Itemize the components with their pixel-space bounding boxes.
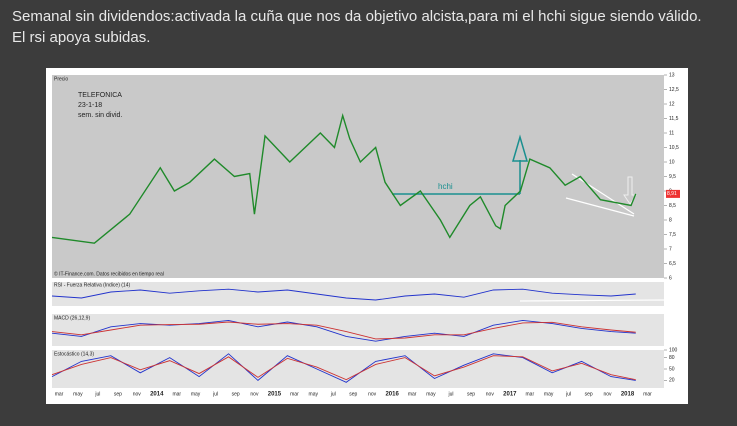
- x-tick-label: nov: [486, 391, 495, 397]
- y-tick-label: 100: [669, 347, 678, 353]
- annotation: 23-1-18: [78, 102, 102, 109]
- panel-title: MACD (26,12,9): [54, 315, 90, 321]
- rsi-trendline: [519, 299, 665, 302]
- y-tick-label: 20: [669, 378, 675, 384]
- x-tick-label: 2016: [385, 392, 399, 398]
- series-line: [51, 353, 636, 383]
- last-price-tag: [666, 189, 680, 198]
- wedge-line: [565, 197, 635, 217]
- panel-title: Estocástico (14,3): [54, 351, 94, 357]
- series-line: [51, 113, 637, 244]
- panel-title: RSI - Fuerza Relativa (Indice) (14): [54, 282, 130, 288]
- post-text: El rsi apoya subidas.: [12, 29, 151, 46]
- x-tick-label: may: [73, 391, 83, 397]
- x-tick-label: jul: [212, 391, 218, 397]
- x-tick-label: may: [191, 391, 201, 397]
- macd-panel: [52, 314, 664, 346]
- annotation: TELEFONICA: [78, 92, 122, 99]
- y-tick-label: 80: [669, 355, 675, 361]
- x-tick-label: mar: [526, 391, 535, 397]
- y-tick-label: 8: [669, 217, 672, 223]
- y-tick-label: 11,5: [669, 116, 679, 122]
- x-tick-label: nov: [368, 391, 377, 397]
- annotation: hchi: [438, 182, 453, 191]
- x-tick-label: sep: [114, 391, 122, 397]
- x-tick-label: nov: [250, 391, 259, 397]
- x-tick-label: jul: [565, 391, 571, 397]
- price-panel: [52, 75, 664, 278]
- annotation: sem. sin divid.: [78, 112, 122, 119]
- x-tick-label: mar: [55, 391, 64, 397]
- y-tick-label: 10,5: [669, 145, 679, 151]
- y-tick-label: 6: [669, 275, 672, 281]
- y-tick-label: 7,5: [669, 232, 676, 238]
- x-tick-label: 2017: [503, 392, 517, 398]
- x-tick-label: mar: [290, 391, 299, 397]
- source: © IT-Finance.com. Datos recibidos en tie…: [54, 270, 164, 277]
- x-tick-label: mar: [172, 391, 181, 397]
- post-text: Semanal sin dividendos:activada la cuña …: [12, 8, 702, 25]
- y-tick-label: 11: [669, 130, 674, 136]
- y-tick-label: 8,5: [669, 203, 676, 209]
- x-tick-label: sep: [349, 391, 357, 397]
- x-tick-label: sep: [467, 391, 475, 397]
- x-tick-label: sep: [232, 391, 240, 397]
- wedge-line: [571, 173, 635, 215]
- x-tick-label: 2014: [150, 392, 164, 398]
- series-line: [51, 288, 636, 301]
- series-line: [51, 321, 636, 340]
- y-tick-label: 6,5: [669, 261, 676, 267]
- x-tick-label: jul: [94, 391, 100, 397]
- y-tick-label: 12: [669, 101, 675, 107]
- panel-title: Precio: [54, 76, 68, 82]
- series-line: [51, 355, 636, 381]
- target-arrow-head: [512, 134, 528, 162]
- y-tick-label: 7: [669, 246, 672, 252]
- y-tick-label: 10: [669, 159, 675, 165]
- x-tick-label: jul: [447, 391, 453, 397]
- x-tick-label: mar: [408, 391, 417, 397]
- x-tick-label: may: [544, 391, 554, 397]
- x-tick-label: may: [309, 391, 319, 397]
- y-tick-label: 50: [669, 366, 675, 372]
- x-tick-label: nov: [603, 391, 612, 397]
- y-tick-label: 9,5: [669, 174, 676, 180]
- last-price-label: 8,91: [667, 191, 677, 197]
- x-tick-label: 2015: [268, 392, 282, 398]
- x-tick-label: mar: [643, 391, 652, 397]
- x-tick-label: jul: [330, 391, 336, 397]
- x-tick-label: may: [426, 391, 436, 397]
- x-tick-label: 2018: [621, 392, 635, 398]
- x-tick-label: sep: [585, 391, 593, 397]
- x-tick-label: nov: [133, 391, 142, 397]
- y-tick-label: 13: [669, 72, 675, 78]
- y-tick-label: 12,5: [669, 87, 679, 93]
